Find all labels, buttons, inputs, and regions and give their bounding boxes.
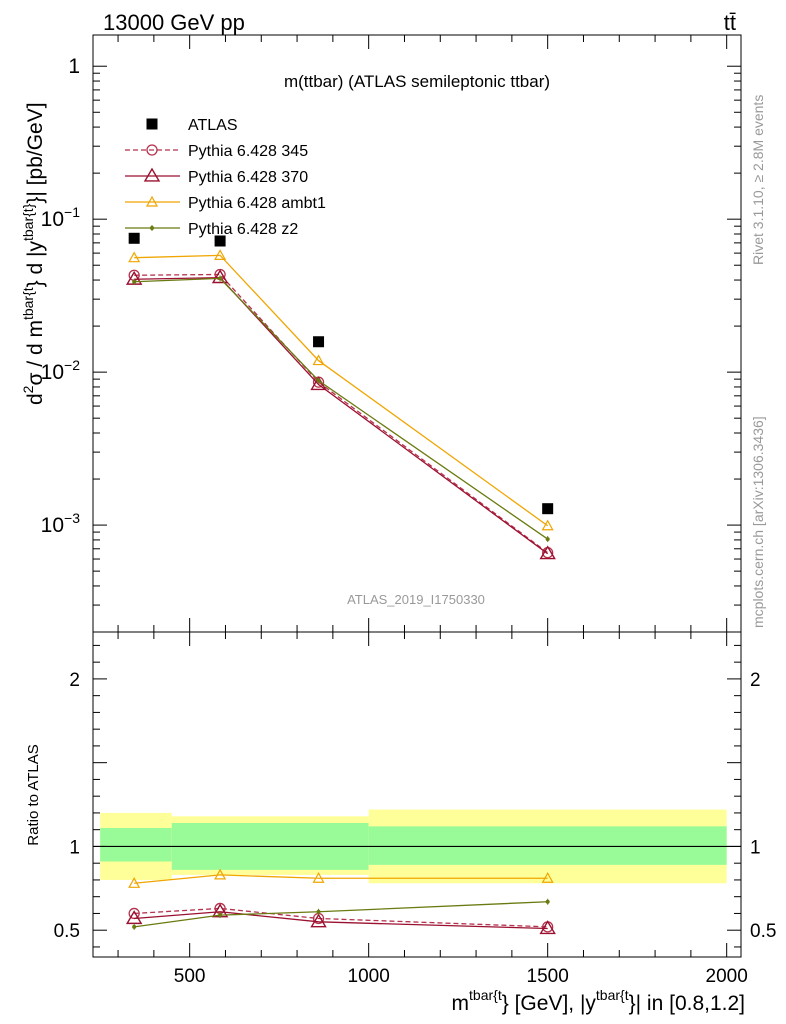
- data-point: [211, 269, 229, 284]
- ratio-y-tick-label-right: 2: [750, 670, 761, 691]
- legend-marker: [145, 195, 159, 207]
- y-tick-base: 10: [41, 514, 64, 537]
- ratio-tick-labels: 500 1000 1500 2000 0.5 0.5 1 1 2 2: [54, 670, 777, 987]
- legend-label: Pythia 6.428 z2: [188, 221, 298, 238]
- series-line: [134, 277, 549, 540]
- legend-label: Pythia 6.428 370: [188, 169, 308, 186]
- data-point: [541, 519, 554, 531]
- ratio-frame: [92, 631, 742, 958]
- main-axis-ticks: [93, 35, 741, 633]
- ratio-line: [134, 907, 548, 928]
- ratio-line: [134, 911, 548, 930]
- ratio-y-tick-label-right: 1: [750, 837, 761, 858]
- legend-marker: [143, 167, 161, 182]
- legend-label: ATLAS: [188, 117, 238, 134]
- mcplots-label: mcplots.cern.ch [arXiv:1306.3436]: [750, 416, 766, 628]
- series-line: [134, 276, 549, 555]
- stat-uncertainty-band: [100, 828, 172, 862]
- y-tick-exponent: −2: [64, 357, 80, 373]
- ratio-point: [541, 872, 554, 883]
- ratio-y-tick-label-right: 0.5: [750, 921, 776, 942]
- legend-label: Pythia 6.428 345: [188, 143, 308, 160]
- series-atlas: [128, 232, 554, 515]
- y-tick-base: 10: [41, 361, 64, 384]
- series-line: [134, 254, 549, 527]
- data-point: [539, 545, 556, 560]
- watermark: ATLAS_2019_I1750330: [347, 592, 485, 607]
- legend-marker: [146, 118, 158, 130]
- ratio-uncertainty-bands: [93, 809, 741, 884]
- legend-entry: Pythia 6.428 345: [125, 143, 308, 160]
- ratio-line: [134, 901, 548, 928]
- series-pythia-6-428-ambt1: [128, 249, 554, 531]
- y-tick-exponent: −3: [64, 510, 80, 526]
- ratio-point: [539, 920, 556, 935]
- ratio-series-pythia-6-428-345: [128, 902, 554, 933]
- main-series-layer: [125, 232, 556, 560]
- y-tick-base: 10: [41, 208, 64, 231]
- y-tick-exponent: −1: [64, 204, 80, 220]
- ratio-series-pythia-6-428-ambt1: [128, 868, 554, 888]
- ratio-y-tick-label: 0.5: [54, 921, 80, 942]
- main-y-tick-label: 1: [68, 55, 80, 78]
- data-point: [214, 235, 226, 247]
- stat-uncertainty-band: [368, 826, 727, 865]
- ratio-series-pythia-6-428-370: [125, 903, 556, 935]
- ratio-y-axis-label: Ratio to ATLAS: [25, 744, 42, 845]
- x-tick-label: 2000: [706, 966, 748, 987]
- chart-title: m(ttbar) (ATLAS semileptonic ttbar): [284, 72, 550, 91]
- header-left: 13000 GeV pp: [103, 10, 245, 35]
- y-tick-base: 1: [68, 55, 80, 78]
- data-point: [542, 503, 554, 515]
- data-point: [128, 232, 140, 244]
- legend-marker: [146, 144, 158, 156]
- main-y-axis-label: d2σ / d mtbar{t} d |ytbar{t}}| [pb/GeV]: [20, 102, 47, 405]
- data-point: [312, 354, 325, 366]
- series-pythia-6-428-z2: [132, 275, 550, 543]
- ratio-series-layer: [125, 868, 556, 935]
- data-point: [128, 251, 141, 263]
- series-pythia-6-428-370: [125, 269, 556, 560]
- legend-entry: Pythia 6.428 z2: [125, 221, 298, 238]
- legend-entry: Pythia 6.428 370: [125, 167, 308, 186]
- ratio-series-pythia-6-428-z2: [132, 898, 550, 930]
- ratio-point: [128, 877, 141, 888]
- x-tick-label: 1500: [527, 966, 569, 987]
- main-y-tick-label: 10−2: [41, 357, 81, 384]
- main-y-tick-label: 10−1: [41, 204, 81, 231]
- ratio-point: [312, 872, 325, 883]
- series-pythia-6-428-345: [128, 268, 554, 559]
- main-y-tick-labels: 110−110−210−3: [41, 55, 81, 537]
- ratio-line: [134, 874, 548, 884]
- x-tick-label: 500: [174, 966, 206, 987]
- data-point: [313, 336, 325, 348]
- header-right: tt̄: [724, 10, 736, 35]
- ratio-y-tick-label: 2: [69, 670, 80, 691]
- legend-entry: Pythia 6.428 ambt1: [125, 195, 326, 212]
- ratio-point: [310, 913, 327, 928]
- rivet-label: Rivet 3.1.10, ≥ 2.8M events: [750, 95, 766, 265]
- legend-label: Pythia 6.428 ambt1: [188, 195, 326, 212]
- x-axis-label: mtbar{t} [GeV], |ytbar{t}| in [0.8,1.2]: [452, 987, 745, 1015]
- series-line: [134, 273, 549, 554]
- x-tick-label: 1000: [348, 966, 390, 987]
- ratio-y-tick-label: 1: [69, 837, 80, 858]
- ratio-point: [125, 910, 143, 925]
- legend-entry: ATLAS: [146, 117, 238, 134]
- ratio-point: [214, 868, 227, 880]
- legend: ATLAS Pythia 6.428 345 Pythia 6.428 370 Pyt…: [125, 117, 326, 238]
- ratio-axis-ticks: [93, 632, 741, 957]
- data-point: [214, 249, 227, 260]
- main-y-tick-label: 10−3: [41, 510, 81, 537]
